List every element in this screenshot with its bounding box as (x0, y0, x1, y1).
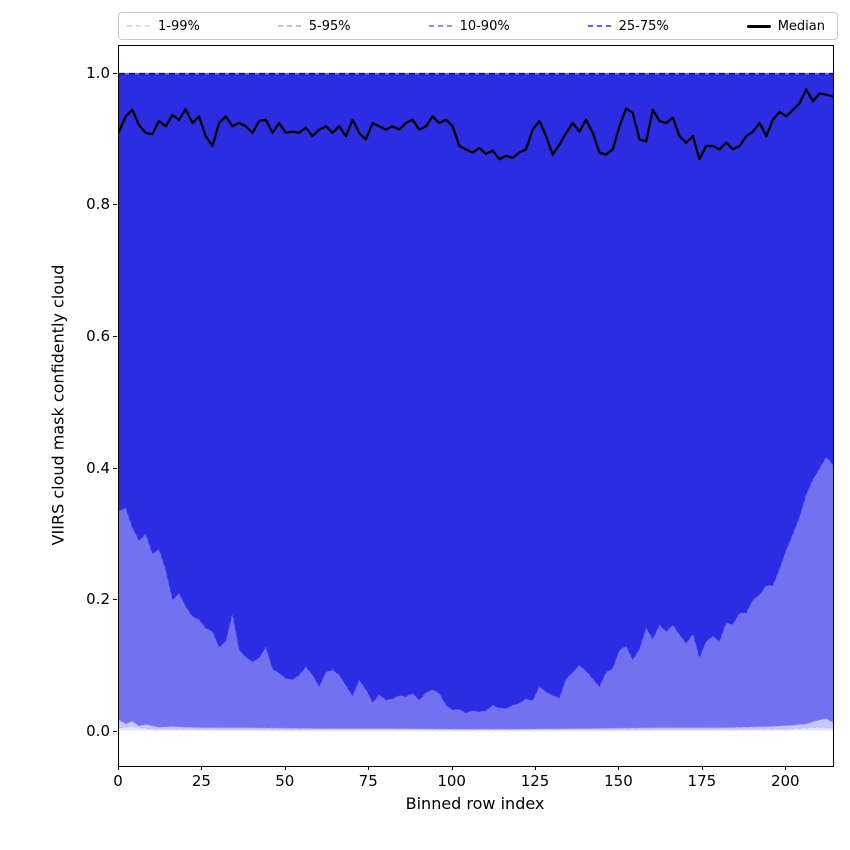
legend-item-5-95%: 5-95% (277, 18, 351, 34)
y-tick-label: 0.2 (86, 590, 110, 609)
x-tick (535, 766, 537, 770)
legend-item-label: 1-99% (158, 18, 200, 34)
y-tick (113, 730, 117, 732)
x-tick-label: 100 (437, 772, 466, 790)
dashed-line-swatch (277, 25, 302, 27)
percentile-lower-dashed-line-25-75% (119, 456, 833, 714)
y-tick-label: 1.0 (86, 63, 110, 82)
x-tick (451, 766, 453, 770)
median-line (119, 88, 833, 161)
legend-item-median: Median (746, 18, 825, 34)
x-tick-label: 75 (358, 772, 378, 790)
legend-item-label: 25-75% (618, 18, 669, 34)
y-tick (113, 204, 117, 206)
x-tick-label: 0 (113, 772, 123, 790)
x-tick (118, 766, 119, 770)
legend-item-label: 10-90% (459, 18, 510, 34)
y-tick-label: 0.0 (86, 721, 110, 740)
x-tick-label: 125 (520, 772, 550, 790)
dashed-line-swatch (127, 25, 151, 27)
x-tick (785, 766, 787, 770)
legend-item-25-75%: 25-75% (587, 18, 669, 34)
x-tick-label: 50 (275, 772, 295, 790)
y-tick (113, 335, 117, 337)
legend-box: 1-99% 5-95% 10-90% 25-75% Median (118, 12, 838, 40)
legend-item-10-90%: 10-90% (428, 18, 510, 34)
legend-item-label: 5-95% (308, 18, 351, 34)
plot-svg (119, 72, 833, 732)
dashed-line-swatch (587, 25, 612, 27)
x-tick-label: 150 (604, 772, 633, 790)
x-tick-label: 25 (191, 772, 211, 790)
percentile-lower-dashed-line-5-95% (119, 725, 833, 731)
y-tick (113, 72, 117, 74)
y-tick-label: 0.4 (86, 458, 110, 477)
legend-item-1-99%: 1-99% (127, 20, 200, 33)
y-axis-label: VIIRS cloud mask confidently cloud (48, 264, 68, 546)
x-tick-label: 175 (687, 772, 717, 790)
percentile-lower-dashed-line-10-90% (119, 718, 833, 730)
y-tick-label: 0.8 (86, 195, 110, 214)
legend-item-label: Median (777, 18, 825, 34)
x-tick (701, 766, 703, 770)
median-line-swatch (746, 24, 771, 28)
plot-area (118, 45, 834, 767)
y-tick (113, 599, 117, 601)
percentile-band-fill-25-75% (119, 73, 833, 714)
y-tick-label: 0.6 (86, 326, 110, 345)
x-tick (618, 766, 620, 770)
x-tick (201, 766, 203, 770)
x-tick (368, 766, 370, 770)
y-tick (113, 467, 117, 469)
x-axis-label: Binned row index (405, 794, 545, 813)
dashed-line-swatch (428, 25, 453, 27)
x-tick (284, 766, 286, 770)
x-tick-label: 200 (770, 772, 800, 790)
